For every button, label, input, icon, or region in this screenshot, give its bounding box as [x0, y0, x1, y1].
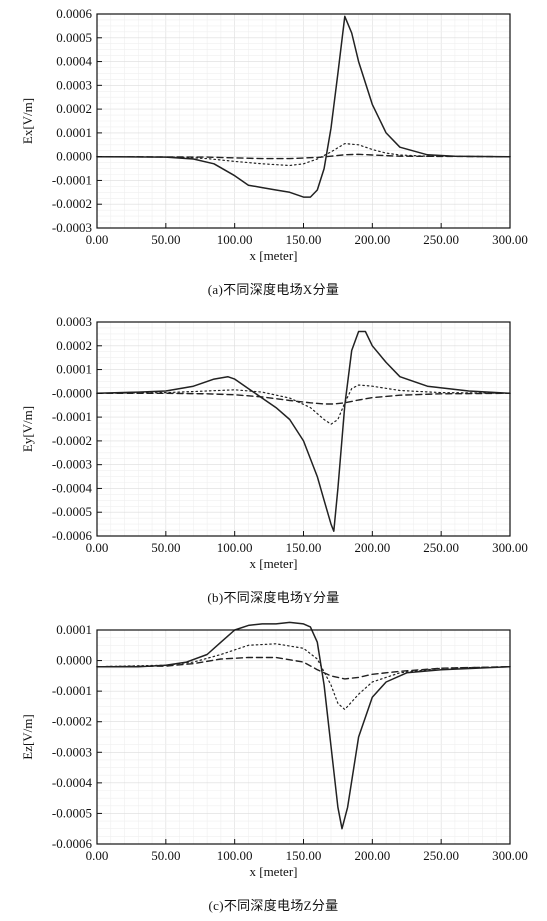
- y-tick-label: 0.0006: [56, 6, 92, 21]
- x-axis-label: x [meter]: [249, 248, 297, 263]
- x-tick-label: 150.00: [286, 540, 322, 555]
- x-tick-label: 150.00: [286, 232, 322, 247]
- x-tick-label: 100.00: [217, 848, 253, 863]
- y-tick-label: -0.0005: [52, 504, 92, 519]
- x-tick-label: 0.00: [86, 232, 109, 247]
- x-tick-label: 150.00: [286, 848, 322, 863]
- series-line-dashed: [96, 392, 511, 405]
- y-axis-label: Ex[V/m]: [20, 98, 35, 144]
- y-tick-label: 0.0002: [56, 338, 92, 353]
- y-tick-label: 0.0001: [56, 622, 92, 637]
- x-axis-label: x [meter]: [249, 864, 297, 879]
- y-tick-label: 0.0003: [56, 314, 92, 329]
- grid: [96, 13, 511, 229]
- y-tick-label: 0.0002: [56, 101, 92, 116]
- x-tick-label: 250.00: [423, 232, 459, 247]
- series-line-solid: [96, 330, 511, 532]
- y-tick-label: 0.0004: [56, 54, 92, 69]
- x-tick-label: 50.00: [151, 848, 180, 863]
- y-tick-label: -0.0003: [52, 457, 92, 472]
- y-tick-label: 0.0003: [56, 77, 92, 92]
- series-line-dashed: [96, 153, 511, 160]
- series-line-dotted: [96, 384, 511, 425]
- x-tick-label: 0.00: [86, 540, 109, 555]
- chart-caption: (c)不同深度电场Z分量: [208, 898, 339, 913]
- x-tick-label: 200.00: [354, 232, 390, 247]
- y-tick-label: 0.0000: [56, 149, 92, 164]
- x-tick-label: 0.00: [86, 848, 109, 863]
- y-tick-label: -0.0006: [52, 528, 93, 543]
- chart-panel-ex: 0.00 50.00 100.00 150.00 200.00 250.00 300.00 -…: [0, 0, 547, 305]
- chart-panel-ey: 0.00 50.00 100.00 150.00 200.00 250.00 300.00 -…: [0, 308, 547, 613]
- y-tick-label: -0.0004: [52, 775, 93, 790]
- y-tick-label: -0.0002: [52, 196, 92, 211]
- x-tick-label: 200.00: [354, 848, 390, 863]
- y-tick-label: -0.0000: [52, 385, 92, 400]
- y-tick-label: -0.0003: [52, 744, 92, 759]
- x-axis-label: x [meter]: [249, 556, 297, 571]
- x-tick-label: 300.00: [492, 848, 528, 863]
- x-tick-label: 250.00: [423, 540, 459, 555]
- y-tick-label: -0.0002: [52, 433, 92, 448]
- series-line-dotted: [96, 143, 511, 167]
- y-tick-label: 0.0001: [56, 362, 92, 377]
- chart-panel-ez: 0.00 50.00 100.00 150.00 200.00 250.00 300.00 -…: [0, 616, 547, 921]
- y-tick-label: 0.0000: [56, 653, 92, 668]
- series-line-dashed: [96, 656, 511, 680]
- x-tick-label: 250.00: [423, 848, 459, 863]
- series-line-solid: [96, 621, 511, 830]
- x-tick-label: 50.00: [151, 540, 180, 555]
- x-tick-label: 300.00: [492, 540, 528, 555]
- x-tick-label: 100.00: [217, 232, 253, 247]
- y-tick-label: -0.0003: [52, 220, 92, 235]
- chart-ex: 0.00 50.00 100.00 150.00 200.00 250.00 300.00 -…: [20, 6, 528, 263]
- chart-ez: 0.00 50.00 100.00 150.00 200.00 250.00 300.00 -…: [20, 621, 528, 879]
- chart-caption: (a)不同深度电场X分量: [207, 282, 340, 297]
- series-line-dotted: [96, 643, 511, 711]
- y-axis-label: Ey[V/m]: [20, 406, 35, 452]
- grid: [96, 321, 511, 537]
- y-tick-label: -0.0005: [52, 805, 92, 820]
- y-tick-label: -0.0002: [52, 714, 92, 729]
- x-tick-label: 300.00: [492, 232, 528, 247]
- y-tick-label: 0.0001: [56, 125, 92, 140]
- x-tick-label: 50.00: [151, 232, 180, 247]
- y-tick-label: -0.0006: [52, 836, 93, 851]
- x-tick-label: 200.00: [354, 540, 390, 555]
- y-tick-label: -0.0001: [52, 683, 92, 698]
- chart-caption: (b)不同深度电场Y分量: [207, 590, 340, 605]
- y-tick-label: 0.0005: [56, 30, 92, 45]
- grid: [96, 629, 511, 845]
- y-tick-label: -0.0004: [52, 480, 93, 495]
- y-tick-label: -0.0001: [52, 409, 92, 424]
- y-axis-label: Ez[V/m]: [20, 714, 35, 759]
- x-tick-label: 100.00: [217, 540, 253, 555]
- chart-ey: 0.00 50.00 100.00 150.00 200.00 250.00 300.00 -…: [20, 314, 528, 571]
- series-line-solid: [96, 15, 511, 198]
- y-tick-label: -0.0001: [52, 172, 92, 187]
